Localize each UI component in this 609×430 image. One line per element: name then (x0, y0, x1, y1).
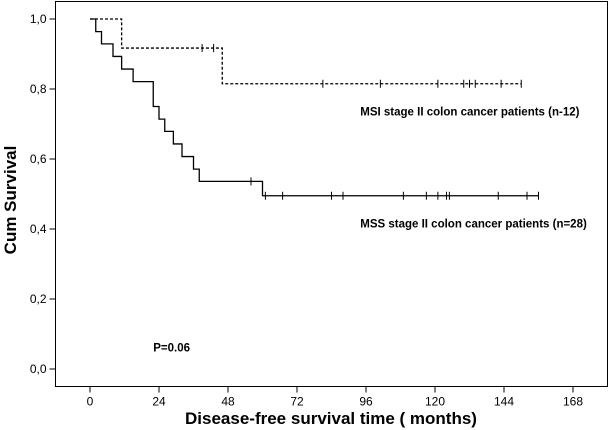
chart-annotation: MSS stage II colon cancer patients (n=28… (360, 218, 587, 230)
x-tick-label: 0 (87, 395, 94, 409)
x-tick-label: 168 (563, 395, 583, 409)
x-tick-label: 72 (290, 395, 304, 409)
y-tick-label: 0,4 (30, 222, 47, 236)
plot-frame (55, 1, 608, 387)
y-axis-label: Cum Survival (1, 146, 20, 255)
x-tick-label: 96 (359, 395, 373, 409)
y-tick-label: 0,8 (30, 82, 47, 96)
y-tick-label: 1,0 (30, 12, 47, 26)
chart-annotation: P=0.06 (153, 343, 190, 355)
x-axis-label: Disease-free survival time ( months) (185, 409, 477, 428)
y-tick-label: 0,6 (30, 152, 47, 166)
y-tick-label: 0,0 (30, 362, 47, 376)
x-tick-label: 144 (494, 395, 514, 409)
x-tick-label: 120 (425, 395, 445, 409)
chart-annotation: MSI stage II colon cancer patients (n-12… (360, 106, 579, 118)
x-tick-label: 48 (221, 395, 235, 409)
series-line-dashed (90, 18, 522, 85)
y-tick-label: 0,2 (30, 292, 47, 306)
series-line-solid (90, 18, 539, 197)
x-tick-label: 24 (152, 395, 166, 409)
